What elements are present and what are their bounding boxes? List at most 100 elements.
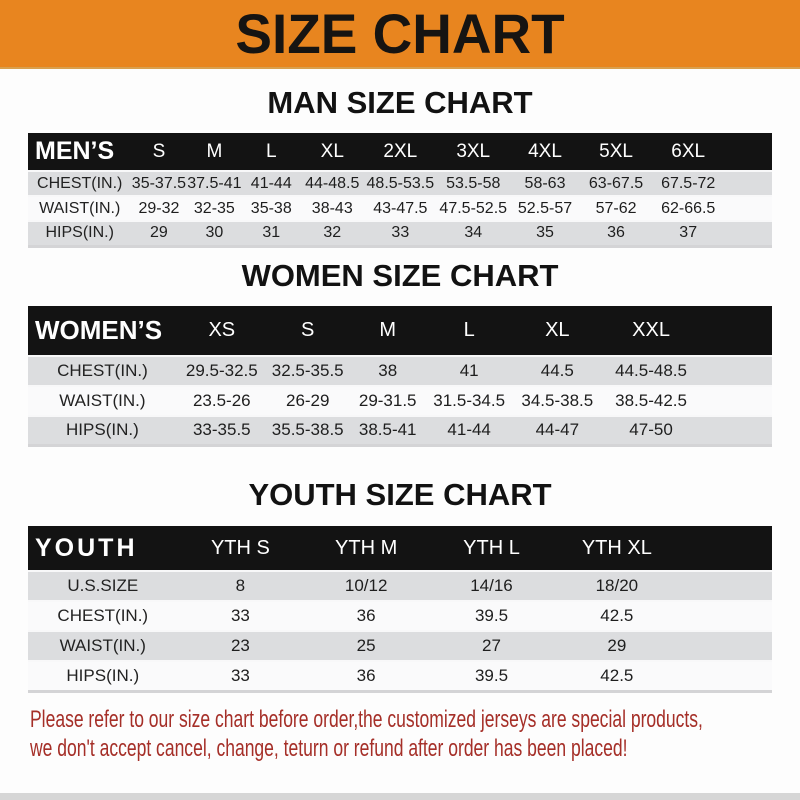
spacer-cell [724,196,772,221]
size-value-cell: 44.5 [540,360,574,380]
size-value-cell: 47-50 [629,420,673,440]
spacer-cell [699,386,772,416]
size-value-cell: 41 [459,360,479,380]
measure-row-label: WAIST(IN.) [59,636,146,655]
measure-row-label: CHEST(IN.) [37,174,123,192]
size-value-cell: 18/20 [595,576,639,595]
size-value-cell: 35 [536,224,554,242]
measure-row-label: HIPS(IN.) [66,665,140,685]
men-size-table: MEN’S S M L XL 2XL 3XL 4XL 5XL 6XL CHEST(IN.) 35-37… [28,133,772,248]
spacer-cell [680,631,772,661]
size-value-cell: 29.5-32.5 [185,360,258,380]
size-value-cell: 38 [378,360,398,380]
size-column-header: YTH M [335,536,398,559]
table-header-row: WOMEN’S XS S M L XL XXL [28,305,772,356]
size-value-cell: 34.5-38.5 [521,390,594,410]
table-row: HIPS(IN.) 29 30 31 32 33 34 35 36 37 [28,221,772,246]
size-value-cell: 36 [356,606,376,625]
size-column-header: YTH XL [581,536,652,559]
size-column-header: YTH S [210,536,270,559]
size-value-cell: 29 [150,224,168,242]
women-section-heading: WOMEN SIZE CHART [241,257,559,293]
table-row: WAIST(IN.) 23.5-26 26-29 29-31.5 31.5-34.5 34… [28,385,772,416]
spacer-cell [699,356,772,386]
size-value-cell: 36 [607,224,625,242]
spacer-cell [724,221,772,246]
size-value-cell: 57-62 [595,199,637,217]
size-value-cell: 37 [679,224,698,242]
size-category-label: YOUTH [35,533,138,562]
table-row: WAIST(IN.) 23 25 27 29 [28,631,772,661]
size-value-cell: 35.5-38.5 [271,420,344,440]
size-column-header: 5XL [599,140,633,162]
table-row: CHEST(IN.) 33 36 39.5 42.5 [28,601,772,631]
size-value-cell: 35-37.5 [131,174,187,192]
size-column-header: 2XL [383,140,418,162]
size-column-header: M [206,140,223,162]
size-column-header: S [301,318,315,341]
size-column-header: XL [320,140,344,162]
size-value-cell: 41-44 [447,420,491,440]
youth-section-heading: YOUTH SIZE CHART [248,477,552,512]
table-row: HIPS(IN.) 33-35.5 35.5-38.5 38.5-41 41-44 44-… [28,415,772,446]
spacer-cell [680,661,772,691]
spacer-cell [699,416,772,446]
section-men: MAN SIZE CHART MEN’S S M L XL 2XL 3XL 4XL 5XL 6XL… [0,85,800,248]
size-value-cell: 25 [356,636,376,655]
youth-size-table: YOUTH YTH S YTH M YTH L YTH XL U.S.SIZE 8 10/12… [28,526,772,693]
page-title: SIZE CHART [235,1,565,65]
size-column-header: L [463,318,475,341]
size-value-cell: 58-63 [524,174,566,192]
spacer-cell [680,601,772,631]
men-section-heading: MAN SIZE CHART [267,85,533,120]
size-column-header: M [379,318,397,341]
measure-row-label: CHEST(IN.) [57,360,148,380]
size-column-header: XS [208,318,236,341]
measure-row-label: HIPS(IN.) [66,420,139,440]
size-value-cell: 42.5 [600,606,634,625]
notice-line-1: Please refer to our size chart before or… [30,705,703,733]
size-value-cell: 34 [464,224,483,242]
size-category-label: WOMEN’S [35,314,163,345]
table-row: U.S.SIZE 8 10/12 14/16 18/20 [28,571,772,601]
size-column-header: S [152,140,166,162]
size-value-cell: 39.5 [474,665,509,685]
size-value-cell: 29-32 [138,199,180,217]
table-header-row: YOUTH YTH S YTH M YTH L YTH XL [28,526,772,571]
size-value-cell: 31.5-34.5 [433,390,506,410]
section-women: WOMEN SIZE CHART WOMEN’S XS S M L XL XXL CHEST(… [0,257,800,447]
size-value-cell: 41-44 [250,174,292,192]
spacer-cell [699,306,772,356]
section-youth: YOUTH SIZE CHART YOUTH YTH S YTH M YTH L YTH… [0,477,800,693]
size-value-cell: 42.5 [600,665,634,685]
spacer-cell [680,571,772,601]
footer-notice: Please refer to our size chart before or… [0,693,800,763]
size-value-cell: 33 [391,224,410,242]
size-column-header: 3XL [456,140,491,162]
size-value-cell: 38-43 [311,199,353,217]
size-value-cell: 26-29 [285,390,330,410]
measure-row-label: CHEST(IN.) [57,606,149,625]
size-value-cell: 33 [230,665,250,685]
banner: SIZE CHART [0,0,800,69]
size-category-label: MEN’S [35,137,115,165]
size-column-header: 4XL [528,140,562,162]
size-column-header: YTH L [463,536,520,559]
size-value-cell: 38.5-41 [358,420,417,440]
size-value-cell: 62-66.5 [661,199,716,217]
size-value-cell: 44-48.5 [305,174,360,192]
size-value-cell: 35-38 [250,199,292,217]
size-value-cell: 53.5-58 [446,174,501,192]
size-column-header: XXL [632,318,670,341]
size-value-cell: 32.5-35.5 [271,360,344,380]
measure-row-label: WAIST(IN.) [39,199,121,217]
size-value-cell: 33 [230,606,250,625]
size-value-cell: 48.5-53.5 [366,174,435,192]
notice-line-2: we don't accept cancel, change, teturn o… [30,734,628,762]
size-value-cell: 14/16 [470,576,513,595]
size-value-cell: 37.5-41 [187,174,242,192]
size-value-cell: 38.5-42.5 [615,390,687,410]
size-value-cell: 23.5-26 [192,390,251,410]
size-column-header: L [265,140,277,162]
size-value-cell: 32 [323,224,342,242]
